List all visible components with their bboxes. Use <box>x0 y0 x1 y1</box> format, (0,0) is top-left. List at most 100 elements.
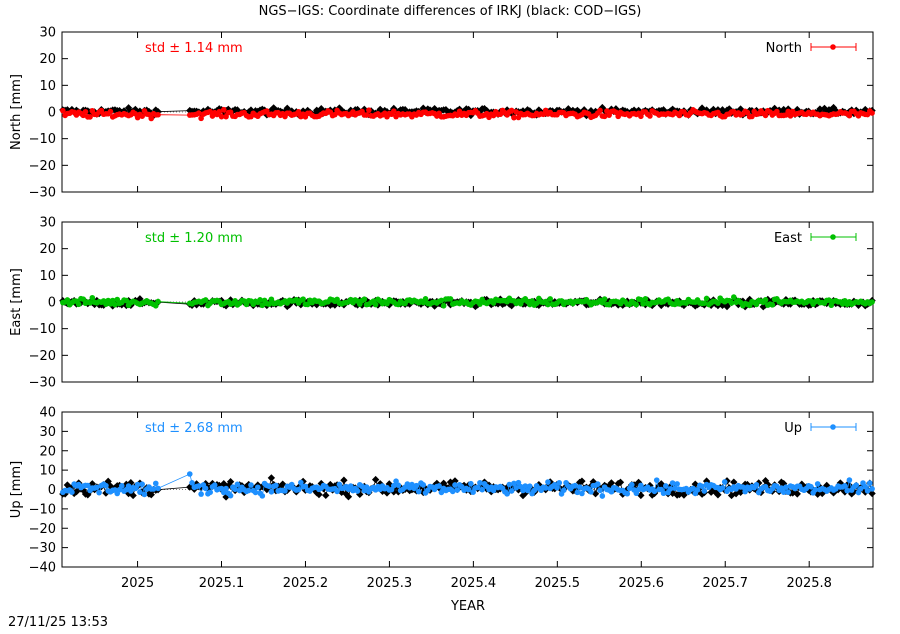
main-series-point-east <box>87 299 93 306</box>
ref-series-point-up <box>371 475 380 484</box>
main-series-point-up <box>814 481 821 487</box>
ref-series-point-up <box>340 476 348 484</box>
main-series-point-north <box>597 107 603 114</box>
main-series-point-up <box>470 489 476 495</box>
main-series-point-north <box>515 114 522 121</box>
main-series-point-up <box>479 486 485 493</box>
main-series-point-up <box>94 484 100 491</box>
main-series-point-east <box>89 294 96 301</box>
main-series-point-east <box>304 301 311 308</box>
main-series-point-up <box>545 479 551 485</box>
main-series-point-up <box>436 483 442 489</box>
main-series-point-up <box>420 481 427 488</box>
main-series-point-east <box>259 302 266 309</box>
main-series-point-up <box>857 485 864 492</box>
main-series-point-east <box>715 300 721 306</box>
y-tick-label-up: 20 <box>39 444 56 459</box>
main-series-point-up <box>118 483 125 489</box>
main-series-point-up <box>576 484 583 490</box>
main-series-point-east <box>547 296 553 302</box>
main-series-point-up <box>699 483 705 490</box>
main-series-point-east <box>826 297 832 303</box>
main-series-point-up <box>504 491 510 497</box>
main-series-point-north <box>295 109 302 115</box>
main-series-point-up <box>542 485 549 491</box>
main-series-point-up <box>526 483 533 489</box>
main-series-point-east <box>703 295 710 302</box>
main-series-point-up <box>234 481 241 488</box>
main-series-point-up <box>690 485 696 492</box>
main-series-point-up <box>721 479 728 485</box>
main-series-point-east <box>601 296 608 302</box>
main-series-point-up <box>141 491 148 498</box>
main-series-point-up <box>785 489 792 496</box>
main-series-point-up <box>778 485 785 491</box>
main-series-point-up <box>701 488 708 494</box>
y-tick-label-up: 10 <box>39 464 56 479</box>
y-tick-label-east: 0 <box>48 296 56 311</box>
main-series-point-up <box>454 487 461 493</box>
main-series-point-east <box>533 300 540 307</box>
y-tick-label-north: 10 <box>39 79 56 94</box>
main-series-point-up <box>740 484 746 490</box>
y-tick-label-east: −30 <box>29 376 56 391</box>
main-series-point-east <box>266 301 272 307</box>
main-series-point-east <box>762 297 769 303</box>
main-series-point-east <box>80 296 87 302</box>
main-series-point-east <box>202 297 209 303</box>
x-tick-label: 2025.8 <box>786 576 832 591</box>
main-series-point-up <box>667 486 674 492</box>
y-tick-label-north: −30 <box>29 186 56 201</box>
main-series-point-up <box>211 482 218 488</box>
main-series-point-north <box>196 110 202 116</box>
x-axis-label: YEAR <box>450 599 485 614</box>
main-series-point-up <box>415 488 422 495</box>
main-series-point-east <box>300 296 306 302</box>
main-series-point-east <box>232 298 238 304</box>
main-series-point-north <box>869 110 875 116</box>
main-series-point-up <box>295 486 302 493</box>
ref-series-point-up <box>451 477 459 485</box>
chart-title: NGS−IGS: Coordinate differences of IRKJ … <box>259 4 642 19</box>
main-series-point-up <box>808 483 814 490</box>
main-series-point-east <box>769 302 776 308</box>
timestamp: 27/11/25 13:53 <box>8 615 108 630</box>
main-series-point-up <box>638 482 644 489</box>
ref-series-point-up <box>607 479 616 487</box>
main-series-point-up <box>150 486 157 492</box>
y-tick-label-north: −10 <box>29 132 56 147</box>
y-tick-label-east: 10 <box>39 269 56 284</box>
main-series-point-up <box>189 480 195 486</box>
y-tick-label-north: 30 <box>39 26 56 41</box>
main-series-point-north <box>107 108 114 115</box>
main-series-point-north <box>762 112 769 119</box>
ref-series-point-up <box>616 478 625 486</box>
ref-series-point-up <box>793 490 801 498</box>
main-series-point-north <box>332 111 338 118</box>
main-series-point-north <box>513 109 519 115</box>
y-tick-label-up: −20 <box>29 522 56 537</box>
y-axis-label-east: East [mm] <box>9 268 24 336</box>
main-series-point-north <box>744 109 751 116</box>
main-series-point-up <box>363 484 370 490</box>
std-label-up: std ± 2.68 mm <box>145 421 243 436</box>
main-series-point-north <box>601 113 608 120</box>
main-series-point-up <box>520 487 526 494</box>
main-series-point-up <box>268 488 275 495</box>
main-series-point-north <box>511 114 517 121</box>
main-series-point-up <box>556 480 563 486</box>
y-tick-label-up: −10 <box>29 502 56 517</box>
main-series-point-up <box>232 486 238 493</box>
y-tick-label-north: −20 <box>29 159 56 174</box>
main-series-point-east <box>372 301 379 308</box>
main-series-point-up <box>96 489 102 496</box>
main-series-point-up <box>524 487 531 494</box>
main-series-point-up <box>812 486 819 493</box>
main-series-point-up <box>254 484 261 491</box>
main-series-point-up <box>560 487 567 493</box>
main-series-point-east <box>422 296 429 302</box>
main-series-point-up <box>125 483 132 489</box>
y-tick-label-up: −30 <box>29 541 56 556</box>
